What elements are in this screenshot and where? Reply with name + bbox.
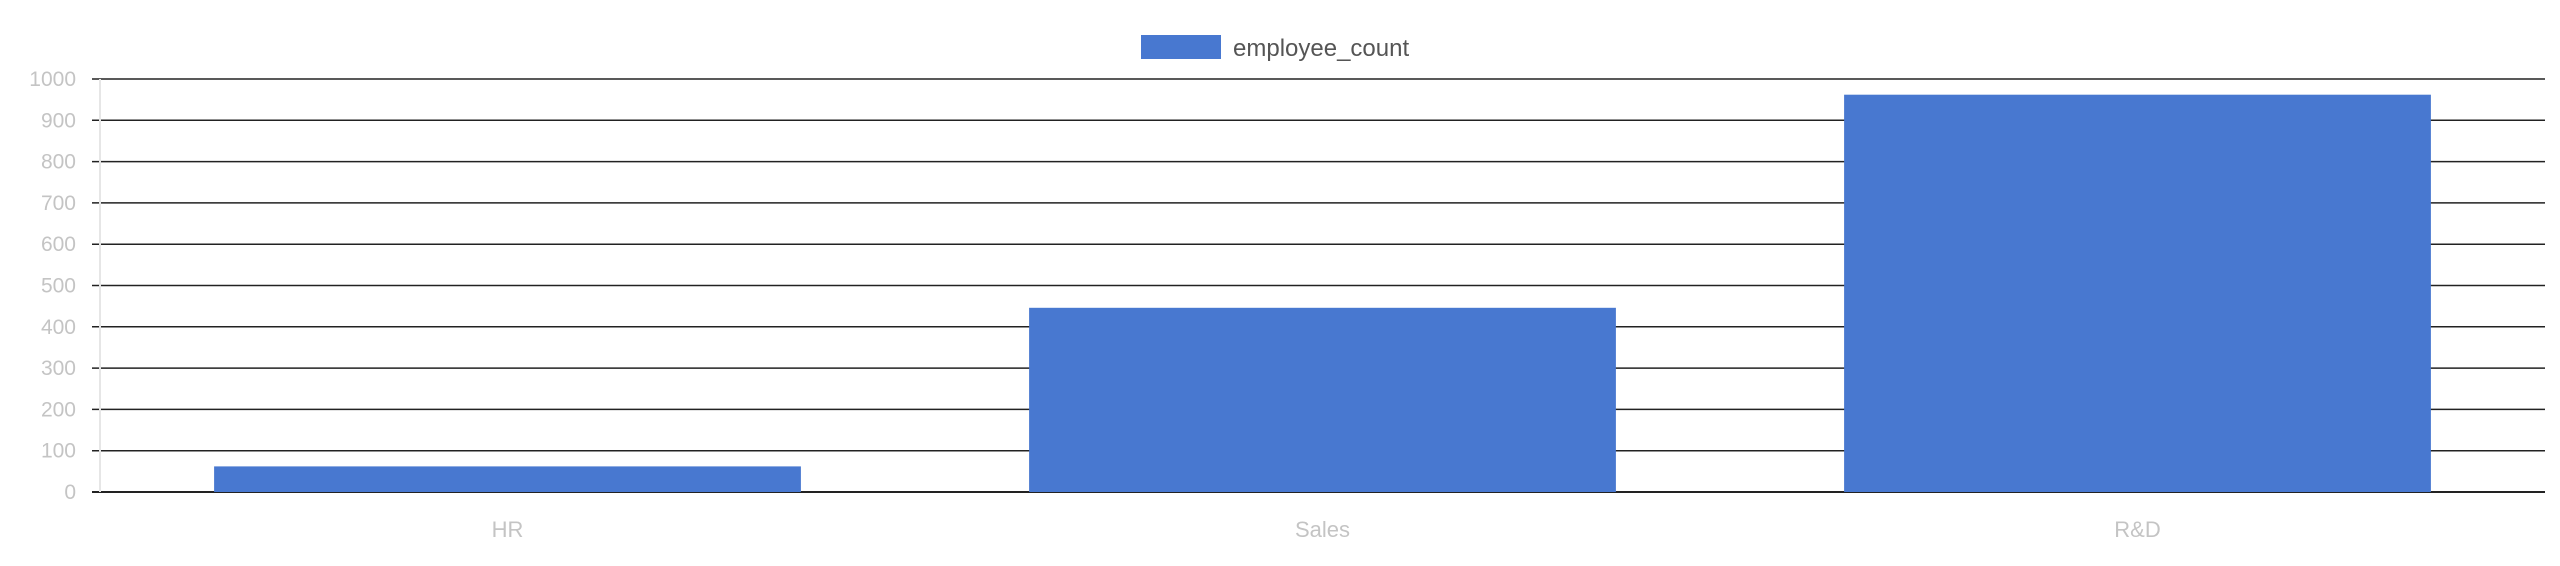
legend-swatch[interactable] <box>1141 35 1221 59</box>
y-tick-label: 900 <box>41 109 76 132</box>
y-tick-label: 500 <box>41 275 76 298</box>
bars <box>214 94 2431 492</box>
y-tick-label: 0 <box>64 481 76 504</box>
bar-hr[interactable] <box>214 466 801 492</box>
legend-label[interactable]: employee_count <box>1233 35 1409 62</box>
legend[interactable]: employee_count <box>1141 35 1409 62</box>
y-tick-label: 300 <box>41 357 76 380</box>
bar-sales[interactable] <box>1029 307 1616 492</box>
y-tick-label: 600 <box>41 233 76 256</box>
x-axis-labels: HR Sales R&D <box>492 517 2161 542</box>
y-axis-ticks: 0 100 200 300 400 500 600 700 800 900 1000 <box>29 68 76 504</box>
bar-r-d[interactable] <box>1844 94 2431 492</box>
x-tick-label: Sales <box>1295 517 1350 542</box>
y-tick-label: 200 <box>41 398 76 421</box>
x-tick-label: HR <box>492 517 524 542</box>
y-tick-label: 1000 <box>29 68 76 91</box>
y-tick-label: 400 <box>41 316 76 339</box>
y-tick-label: 100 <box>41 440 76 463</box>
y-tick-label: 800 <box>41 151 76 174</box>
y-tick-label: 700 <box>41 192 76 215</box>
x-tick-label: R&D <box>2114 517 2160 542</box>
